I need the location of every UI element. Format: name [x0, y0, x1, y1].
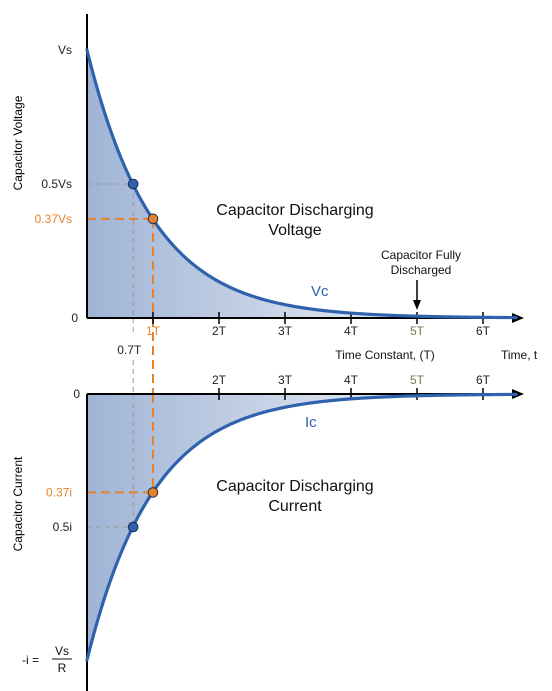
- voltage-chart: 1T 2T 3T 4T 5T 6T 0.7T Vs 0.5Vs 0.37Vs 0 Capacito…: [11, 14, 538, 394]
- voltage-y-axis-label: Capacitor Voltage: [11, 95, 25, 190]
- current-y-min-numerator: Vs: [55, 644, 69, 658]
- voltage-marker-0: [127, 178, 139, 190]
- current-y-tick-label-0: 0: [73, 387, 80, 401]
- voltage-marker-1: [147, 213, 159, 225]
- current-marker-0: [127, 521, 139, 533]
- current-x-ticks: 2T 3T 4T 5T 6T: [212, 373, 491, 400]
- current-x-tick-label-6T: 6T: [476, 373, 491, 387]
- current-x-axis-arrow: [512, 389, 524, 399]
- voltage-x-tick-label-4T: 4T: [344, 324, 359, 338]
- current-x-tick-label-3T: 3T: [278, 373, 293, 387]
- current-guide-lines: [87, 394, 154, 528]
- current-chart-title-line-1: Capacitor Discharging: [216, 478, 373, 495]
- voltage-x-tick-label-3T: 3T: [278, 324, 293, 338]
- current-y-tick-label-0.5i: 0.5i: [53, 520, 72, 534]
- voltage-markers: [127, 178, 159, 225]
- voltage-x-axis-label: Time Constant, (T): [335, 348, 435, 362]
- x-tick-label-0.7T: 0.7T: [117, 343, 142, 357]
- annotation-line-2: Discharged: [391, 263, 452, 277]
- voltage-x-tick-label-5T: 5T: [410, 324, 425, 338]
- voltage-x-axis-arrow: [512, 313, 524, 323]
- voltage-chart-title-line-1: Capacitor Discharging: [216, 202, 373, 219]
- voltage-y-tick-label-0.37Vs: 0.37Vs: [35, 212, 72, 226]
- current-y-min-prefix: -i =: [22, 653, 39, 667]
- voltage-x-tick-label-2T: 2T: [212, 324, 227, 338]
- voltage-x-tick-label-6T: 6T: [476, 324, 491, 338]
- voltage-guide-lines: [87, 183, 154, 394]
- voltage-y-tick-label-0: 0: [71, 311, 78, 325]
- current-y-ticks: 0 0.37i 0.5i: [46, 387, 80, 534]
- annotation-line-1: Capacitor Fully: [381, 248, 461, 262]
- voltage-y-tick-label-Vs: Vs: [58, 43, 72, 57]
- current-series-label: Ic: [305, 414, 317, 431]
- current-x-tick-label-4T: 4T: [344, 373, 359, 387]
- current-series-line: [85, 392, 518, 662]
- voltage-chart-title-line-2: Voltage: [268, 222, 321, 239]
- voltage-y-tick-label-0.5Vs: 0.5Vs: [41, 177, 72, 191]
- current-y-tick-label-0.37i: 0.37i: [46, 485, 72, 499]
- current-markers: [127, 487, 159, 533]
- annotation-arrow-head: [413, 300, 421, 310]
- current-area-fill: [87, 394, 516, 660]
- voltage-x-tick-label-1T: 1T: [146, 324, 161, 338]
- voltage-series-label: Vc: [311, 283, 329, 300]
- current-y-min-label: -i = Vs R: [22, 644, 72, 675]
- voltage-area-fill: [87, 50, 516, 318]
- current-marker-1: [147, 487, 159, 498]
- voltage-x-ticks: 1T 2T 3T 4T 5T 6T 0.7T: [117, 312, 491, 357]
- current-y-min-denominator: R: [58, 661, 67, 675]
- current-y-axis-label: Capacitor Current: [11, 456, 25, 551]
- current-chart-title-line-2: Current: [268, 498, 322, 515]
- current-x-tick-label-2T: 2T: [212, 373, 227, 387]
- voltage-series-line: [85, 48, 518, 320]
- voltage-x-axis-label-right: Time, t: [501, 348, 538, 362]
- current-x-tick-label-5T: 5T: [410, 373, 425, 387]
- voltage-y-ticks: Vs 0.5Vs 0.37Vs 0: [35, 43, 79, 325]
